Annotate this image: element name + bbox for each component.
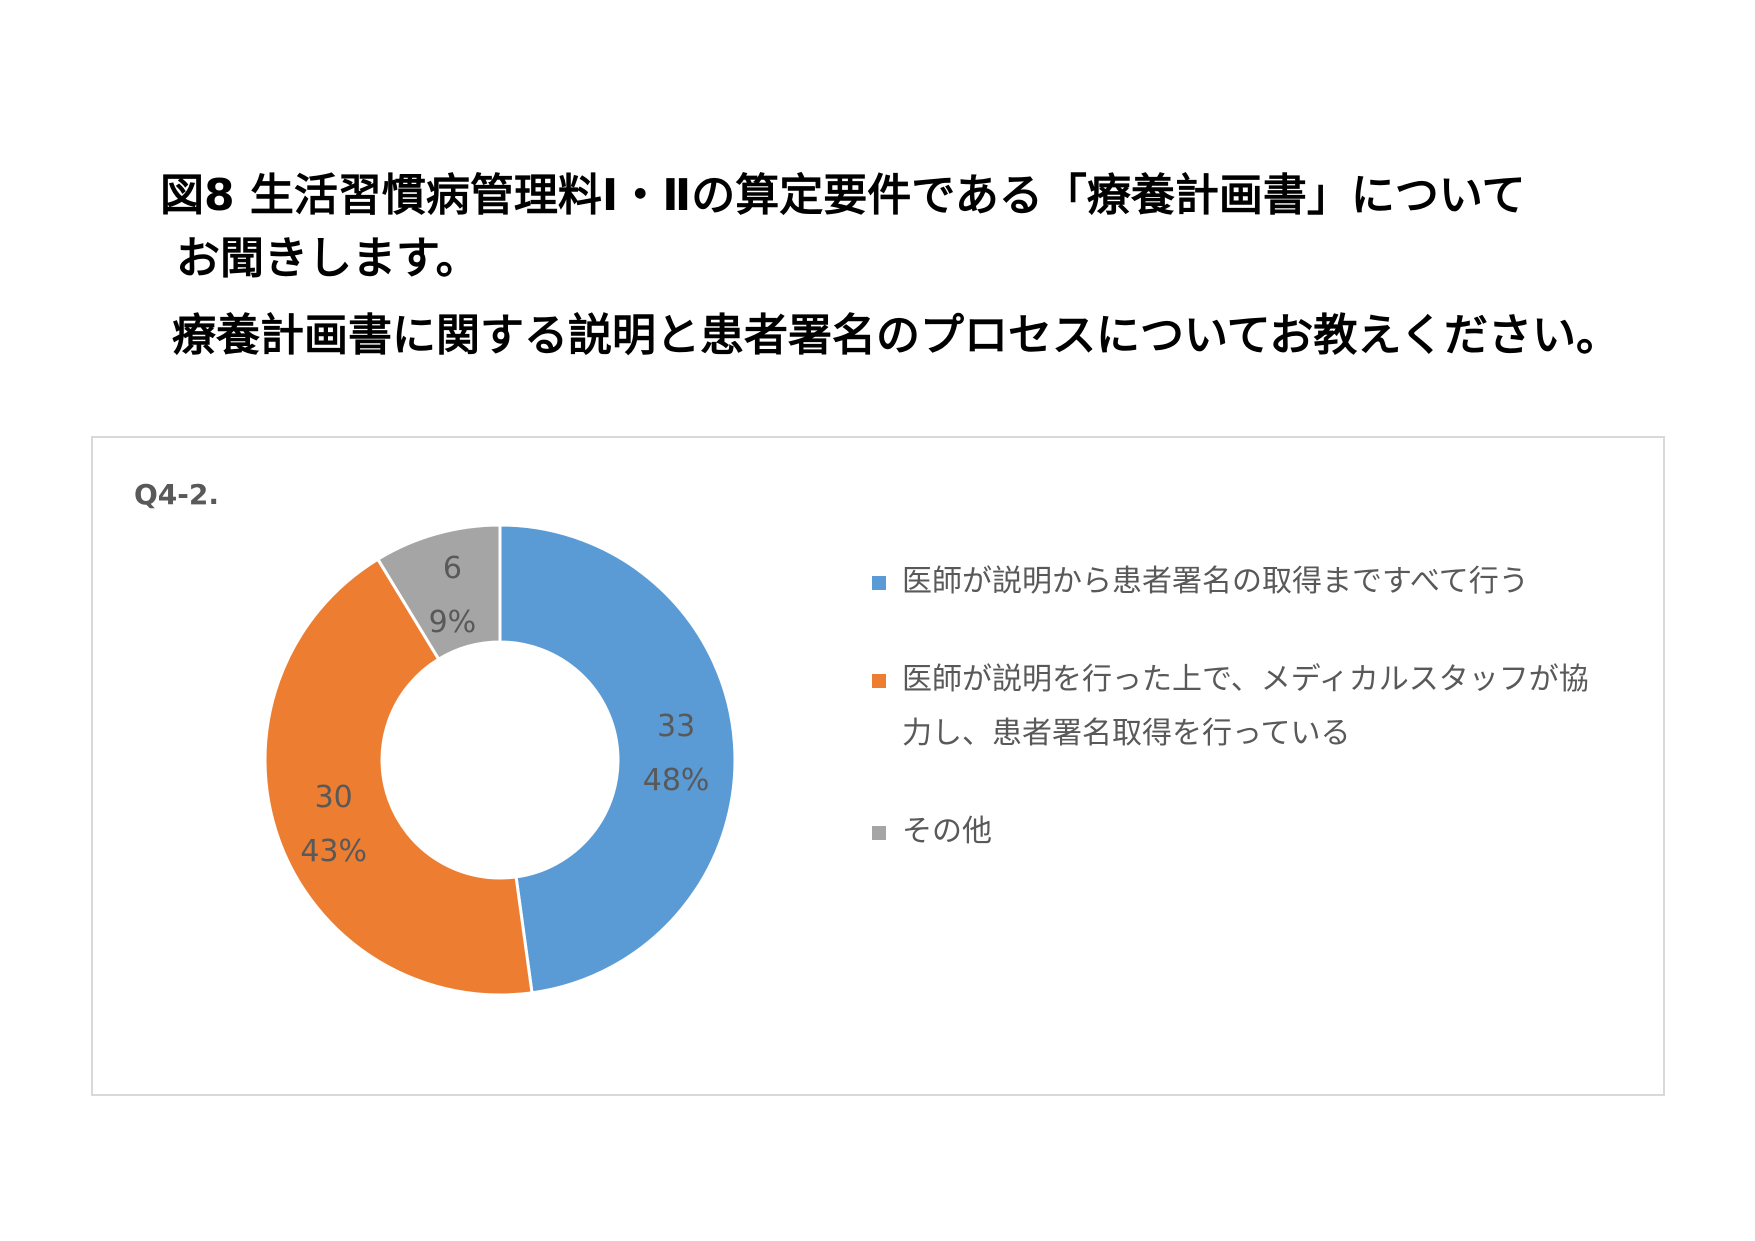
legend: 医師が説明から患者署名の取得まですべて行う 医師が説明を行った上で、メディカルス… [872,555,1592,903]
chart-title-line-1: 図8 生活習慣病管理料Ⅰ・Ⅱの算定要件である「療養計画書」について [160,170,1526,221]
legend-label: その他 [902,814,992,849]
legend-swatch [872,826,886,840]
legend-label: 医師が説明から患者署名の取得まですべて行う [902,564,1529,599]
legend-item-doctor-with-staff: 医師が説明を行った上で、メディカルスタッフが協力し、患者署名取得を行っている [872,653,1592,761]
donut-chart: 33 48% 30 43% 6 9% [263,523,737,997]
legend-swatch [872,576,886,590]
legend-item-doctor-all: 医師が説明から患者署名の取得まですべて行う [872,555,1592,609]
donut-slice-other [375,523,502,662]
data-label-value-doctor-all: 33 [657,709,695,744]
data-label-value-doctor-with-staff: 30 [315,780,353,815]
chart-title-line-2: お聞きします。 [176,233,480,284]
data-label-percent-other: 9% [429,605,477,640]
data-label-percent-doctor-with-staff: 43% [300,834,367,869]
data-label-percent-doctor-all: 48% [643,763,710,798]
donut-slice-doctor-with-staff [263,557,534,997]
legend-label: 医師が説明を行った上で、メディカルスタッフが協力し、患者署名取得を行っている [902,662,1589,751]
chart-subtitle: 療養計画書に関する説明と患者署名のプロセスについてお教えください。 [172,310,1621,361]
donut-slice-doctor-all [498,523,737,995]
data-label-value-other: 6 [443,551,462,586]
legend-item-other: その他 [872,805,1592,859]
legend-swatch [872,674,886,688]
chart-question-label: Q4-2. [134,478,220,511]
